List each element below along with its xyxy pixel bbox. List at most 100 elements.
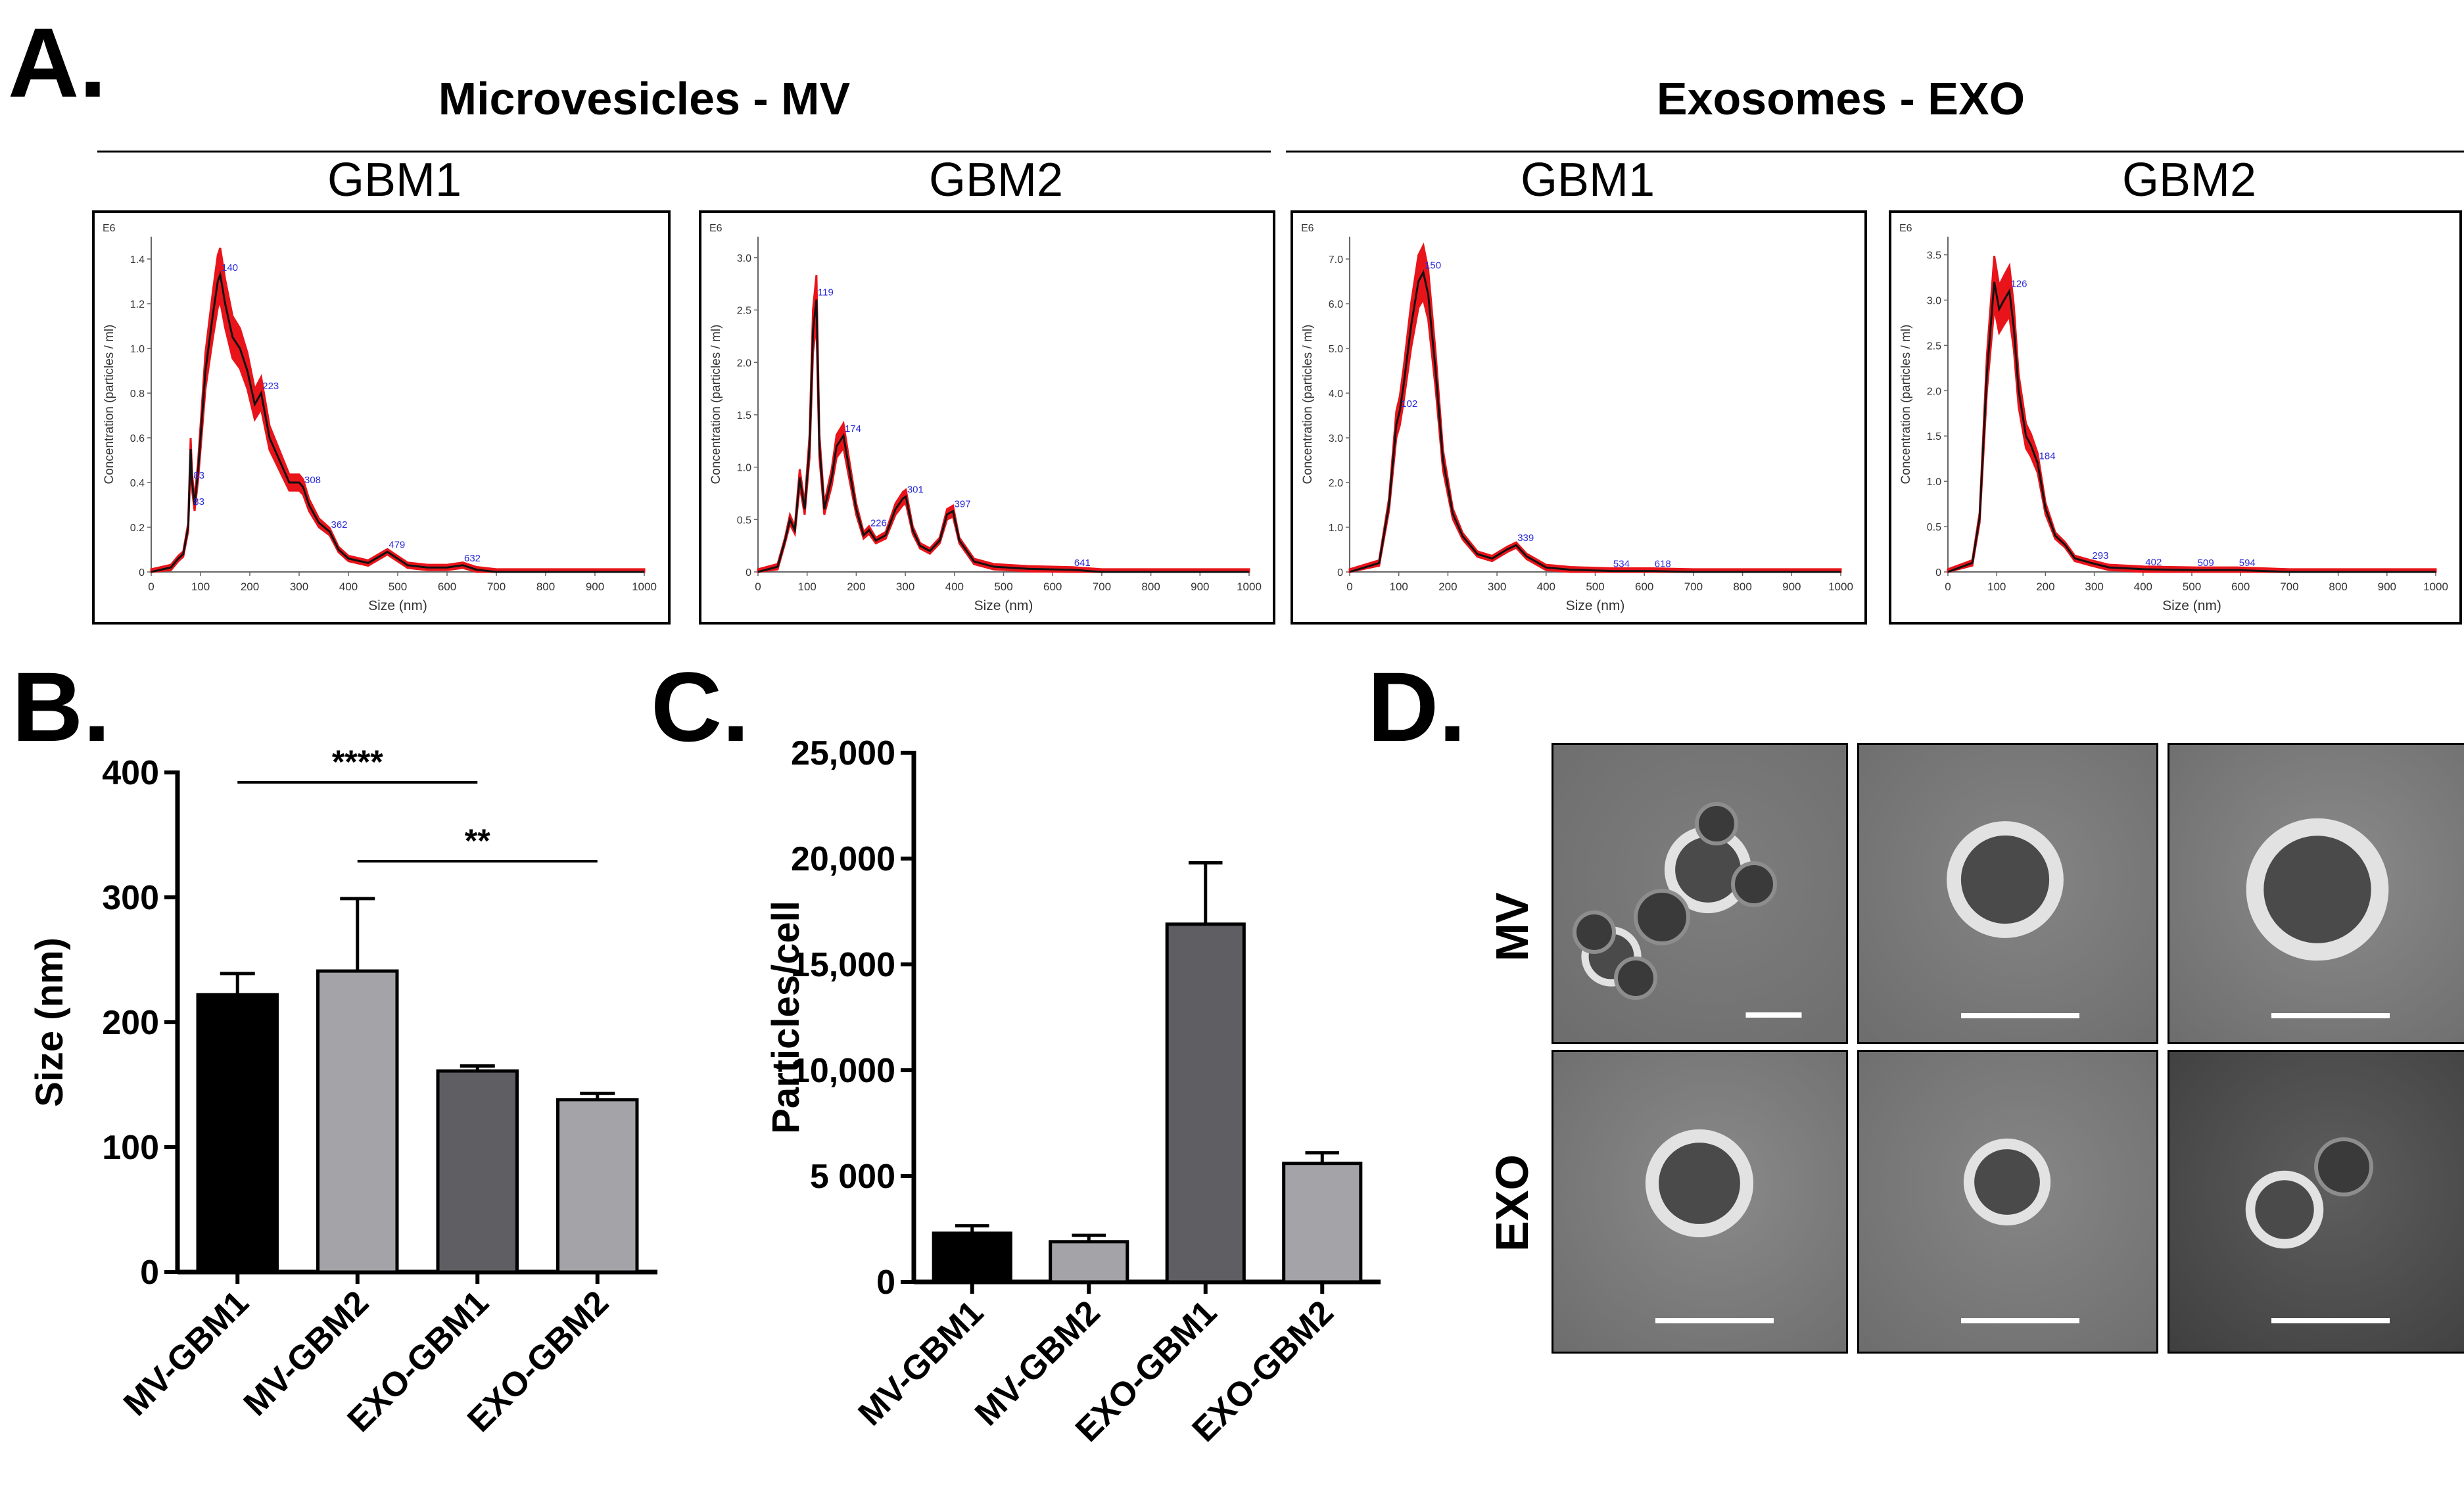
tem-image <box>2246 818 2390 1018</box>
x-tick-label: 900 <box>1782 580 1801 593</box>
peak-label: 339 <box>1517 532 1534 544</box>
bar <box>1282 1162 1363 1284</box>
x-tick-label: 100 <box>1987 580 2006 593</box>
mean-curve <box>1947 281 2436 573</box>
y-tick-label: 300 <box>102 879 159 917</box>
peak-label: 226 <box>870 517 887 529</box>
plot-title-mv-gbm1: GBM1 <box>327 154 462 206</box>
y-tick-label: 0.5 <box>1927 522 1941 533</box>
tem-image <box>1947 821 2079 1018</box>
tem-micrograph <box>1552 743 1848 1044</box>
y-tick-label: 1.0 <box>1329 523 1343 534</box>
y-tick-label: 1.4 <box>130 254 145 266</box>
peak-label: 402 <box>2145 557 2162 568</box>
x-tick-label: 0 <box>755 580 761 593</box>
y-tick-label: 1.5 <box>737 410 751 421</box>
bar-chart-particles: 0 5 000 10,000 15,000 20,000 25,000 Particles/… <box>765 736 1381 1450</box>
x-tick-label: 1000 <box>632 580 657 593</box>
y-tick-label: 2.0 <box>1329 478 1343 489</box>
peak-label: 102 <box>1401 398 1417 410</box>
peak-label: 618 <box>1655 559 1671 570</box>
x-tick-label: 300 <box>896 580 914 593</box>
plot-frame <box>92 210 671 625</box>
bar <box>1049 1240 1129 1284</box>
bar <box>932 1231 1012 1284</box>
y-tick-label: 0 <box>1337 567 1343 579</box>
vesicle <box>1947 821 2064 938</box>
tem-micrograph <box>2168 1050 2464 1354</box>
x-tick-label: 400 <box>945 580 964 593</box>
y-axis-label: Particles/cell <box>765 901 807 1134</box>
y-tick-label: 3.5 <box>1927 250 1941 262</box>
panel-letter-c: C. <box>651 651 749 762</box>
y-axis-label: Concentration (particles / ml) <box>709 325 723 485</box>
y-tick-label: 3.0 <box>1329 433 1343 444</box>
y-tick-label: 3.0 <box>737 253 751 264</box>
peak-label: 126 <box>2010 279 2027 290</box>
peak-label: 534 <box>1613 559 1630 570</box>
y-tick-label: 15,000 <box>791 946 895 984</box>
y-tick-label: 0.6 <box>130 433 145 444</box>
y-tick-label: 0.8 <box>130 389 145 400</box>
nta-plot-exo-gbm1: E6 0 100 200 300 400 500 600 700 800 900 1000 0 1.0 2.… <box>1291 210 1867 625</box>
y-tick-label: 100 <box>102 1129 159 1167</box>
plot-title-exo-gbm1: GBM1 <box>1520 154 1655 206</box>
y-tick-label: 5 000 <box>810 1158 895 1196</box>
peak-label: 362 <box>331 519 348 531</box>
x-tick-label: 0 <box>1945 580 1951 593</box>
x-axis-label: Size (nm) <box>1566 598 1625 613</box>
y-tick-label: 1.2 <box>130 299 145 310</box>
x-tick-label: 800 <box>2329 580 2347 593</box>
y-tick-label: 0 <box>876 1264 895 1302</box>
y-tick-label: 1.5 <box>1927 431 1941 442</box>
bar <box>556 1098 639 1274</box>
peak-label: 83 <box>193 470 204 481</box>
y-tick-label: 10,000 <box>791 1052 895 1090</box>
group-title-exo: Exosomes - EXO <box>1656 73 2026 124</box>
y-tick-label: 20,000 <box>791 840 895 878</box>
tem-image <box>2245 1137 2390 1323</box>
vesicle <box>2245 1170 2324 1249</box>
x-tick-label: 300 <box>1488 580 1506 593</box>
scale-bar <box>1961 1318 2079 1323</box>
y-tick-label: 6.0 <box>1329 299 1343 310</box>
x-axis-label: Size (nm) <box>368 598 427 613</box>
scale-bar <box>2271 1013 2390 1018</box>
x-tick-label: 0 <box>148 580 154 593</box>
y-tick-label: 200 <box>102 1004 159 1042</box>
x-tick-label: 600 <box>438 580 456 593</box>
y-tick-label: 7.0 <box>1329 254 1343 266</box>
x-tick-label: 900 <box>586 580 604 593</box>
peak-label: 641 <box>1074 557 1091 569</box>
peak-label: 150 <box>1425 260 1441 271</box>
x-tick-label: 100 <box>191 580 210 593</box>
x-tick-label: 500 <box>1586 580 1604 593</box>
peak-label: 119 <box>818 287 834 298</box>
tem-micrograph <box>1552 1050 1848 1354</box>
panel-letter-b: B. <box>12 651 110 762</box>
vesicle <box>1645 1129 1754 1238</box>
group-title-mv: Microvesicles - MV <box>438 73 851 124</box>
y-tick-label: 0 <box>139 567 145 579</box>
x-tick-label: 400 <box>1537 580 1555 593</box>
x-tick-label: 500 <box>994 580 1012 593</box>
x-tick-label: 0 <box>1346 580 1352 593</box>
y-tick-label: 2.5 <box>1927 341 1941 352</box>
x-tick-label: 1000 <box>1828 580 1853 593</box>
x-tick-label: 900 <box>1191 580 1209 593</box>
peak-label: 632 <box>464 553 481 564</box>
x-tick-label: 200 <box>241 580 259 593</box>
y-tick-label: 1.0 <box>737 463 751 474</box>
x-tick-label: MV-GBM1 <box>851 1293 991 1433</box>
bar <box>316 969 399 1274</box>
x-tick-label: 700 <box>1093 580 1111 593</box>
group-rule-exo <box>1286 151 2464 153</box>
peak-label: 509 <box>2198 557 2214 569</box>
vesicle <box>1731 861 1777 907</box>
y-tick-label: 0.5 <box>737 515 751 526</box>
peak-label: 184 <box>2039 451 2056 462</box>
bar <box>196 993 279 1274</box>
y-axis-label: Concentration (particles / ml) <box>103 325 116 485</box>
y-tick-label: 0 <box>746 567 751 579</box>
